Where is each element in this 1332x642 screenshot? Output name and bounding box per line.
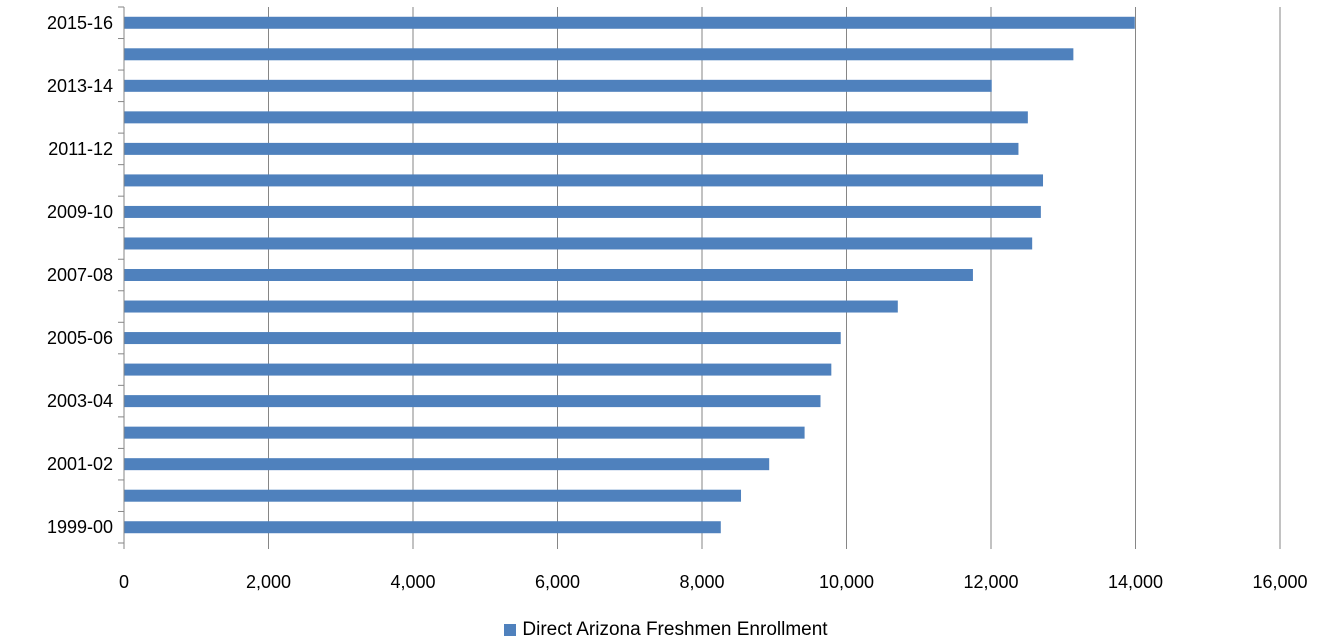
x-tick-label: 0 [119,572,129,592]
bar [124,237,1033,250]
legend: Direct Arizona Freshmen Enrollment [0,618,1332,642]
y-tick-label: 2001-02 [47,454,113,474]
y-tick-labels: 1999-00 2001-02 2003-04 2005-06 2007-08 2009-… [47,13,113,537]
y-tick-label: 1999-00 [47,517,113,537]
bar-chart: 0 2,000 4,000 6,000 8,000 10,000 12,000 14,000 1… [47,6,1308,592]
x-tick-label: 8,000 [679,572,724,592]
x-tick-label: 4,000 [390,572,435,592]
bars [124,16,1135,534]
bar [124,300,898,313]
bar [124,332,841,345]
x-tick-label: 16,000 [1252,572,1307,592]
bar [124,174,1044,187]
y-tick-label: 2003-04 [47,391,113,411]
bar [124,269,973,281]
x-tick-labels: 0 2,000 4,000 6,000 8,000 10,000 12,000 14,000 1… [119,572,1308,592]
bar [124,458,770,471]
legend-swatch [504,624,517,636]
y-tick-label: 2015-16 [47,13,113,33]
legend-label: Direct Arizona Freshmen Enrollment [522,619,828,640]
y-tick-label: 2007-08 [47,265,113,285]
x-tick-label: 12,000 [963,572,1018,592]
bar [124,395,821,408]
bar [124,489,742,502]
y-tick-label: 2009-10 [47,202,113,222]
bar [124,521,721,534]
y-tick-label: 2013-14 [47,76,113,96]
x-tick-label: 14,000 [1108,572,1163,592]
x-tick-label: 6,000 [535,572,580,592]
bar [124,111,1028,124]
axes [118,6,1281,549]
bar [124,363,832,376]
x-tick-label: 10,000 [819,572,874,592]
bar [124,79,992,92]
bar [124,205,1041,218]
bar [124,142,1019,155]
y-tick-label: 2005-06 [47,328,113,348]
x-tick-label: 2,000 [246,572,291,592]
bar [124,48,1074,61]
bar [124,16,1135,29]
bar [124,426,805,439]
y-tick-label: 2011-12 [48,139,113,159]
